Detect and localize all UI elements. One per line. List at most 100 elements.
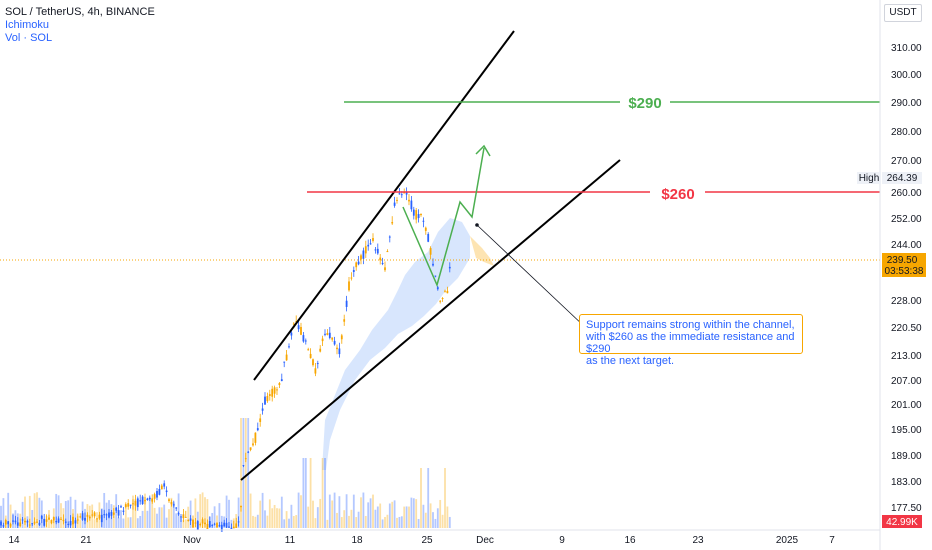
price-tick: 220.50: [891, 323, 922, 334]
symbol-title[interactable]: SOL / TetherUS, 4h, BINANCE: [5, 6, 155, 18]
price-axis-ticks[interactable]: 310.00 300.00 290.00 280.00 270.00 260.00 252.…: [891, 43, 922, 514]
candle-body: [266, 396, 269, 402]
candle-body: [446, 290, 449, 294]
candle-body: [9, 523, 12, 527]
channel-upper-line[interactable]: [253, 30, 515, 381]
candle-body: [316, 363, 319, 365]
volume-bar: [127, 517, 130, 528]
time-axis-ticks[interactable]: 14 21 Nov 11 18 25 Dec 9 16 23 2025 7: [8, 535, 835, 546]
candle-body: [88, 516, 91, 519]
price-tick: 260.00: [891, 188, 922, 199]
candle-body: [252, 443, 254, 446]
time-tick: 9: [559, 535, 565, 546]
candle-body: [439, 300, 442, 302]
ichimoku-indicator[interactable]: Ichimoku: [5, 19, 50, 31]
volume-bar: [216, 515, 218, 528]
candle-body: [108, 512, 110, 518]
candle-body: [62, 519, 65, 522]
volume-bar: [28, 495, 31, 528]
candle-body: [112, 512, 115, 515]
price-tick: 252.00: [891, 214, 922, 225]
volume-bar: [333, 492, 336, 528]
volume-bar: [201, 492, 204, 528]
candle-body: [362, 250, 365, 259]
volume-bar: [7, 492, 10, 528]
time-tick: 23: [692, 535, 704, 546]
volume-bar: [367, 502, 370, 528]
volume-bar: [276, 508, 278, 528]
candle-body: [314, 368, 317, 374]
volume-bar: [405, 506, 408, 528]
candle-body: [448, 266, 451, 269]
last-price-tag: [882, 253, 926, 277]
ichimoku-cloud-future: [470, 236, 494, 266]
candle-body: [50, 520, 53, 524]
volume-bar: [288, 518, 290, 528]
candle-body: [333, 340, 336, 345]
candle-body: [271, 388, 274, 397]
candle-body: [0, 521, 2, 526]
candle-body: [249, 447, 252, 450]
analysis-callout[interactable]: Support remains strong within the channe…: [579, 314, 803, 367]
currency-unit-button[interactable]: USDT: [884, 4, 922, 22]
projection-arrowhead: [475, 144, 491, 157]
high-value: 264.39: [887, 173, 918, 184]
volume-bar: [336, 512, 338, 528]
callout-line-1: Support remains strong within the channe…: [586, 319, 795, 331]
projection-path[interactable]: [402, 147, 485, 288]
time-tick: 7: [829, 535, 835, 546]
bar-countdown: 03:53:38: [885, 266, 924, 277]
last-price-value: 239.50: [887, 255, 918, 266]
candle-body: [201, 519, 204, 524]
volume-bar: [218, 503, 221, 528]
time-tick: 14: [8, 535, 20, 546]
candle-body: [408, 199, 410, 202]
volume-bar: [396, 517, 398, 528]
time-tick: 25: [421, 535, 433, 546]
volume-bar: [74, 499, 77, 528]
candle-body: [220, 524, 223, 532]
callout-anchor-dot: [475, 223, 479, 227]
candle-body: [64, 521, 67, 523]
price-tick: 201.00: [891, 400, 922, 411]
volume-bar: [429, 503, 432, 528]
candle-body: [405, 191, 408, 195]
candle-body: [372, 238, 374, 241]
time-tick: 11: [285, 535, 296, 546]
candle-body: [256, 428, 259, 431]
candle-body: [300, 326, 302, 335]
volume-bar: [206, 499, 209, 528]
chart-legend[interactable]: SOL / TetherUS, 4h, BINANCE Ichimoku Vol…: [5, 6, 155, 45]
candle-body: [84, 517, 86, 521]
price-tick: 270.00: [891, 156, 922, 167]
volume-bar: [328, 494, 331, 528]
ichimoku-cloud: [322, 218, 470, 470]
volume-bar: [403, 506, 406, 528]
volume-bar: [357, 511, 360, 528]
volume-bar: [213, 506, 216, 528]
candle-body: [96, 518, 98, 520]
volume-bar: [388, 503, 391, 528]
volume-bar: [122, 518, 125, 528]
candle-body: [146, 498, 149, 500]
volume-tag: [882, 515, 922, 528]
candle-body: [410, 200, 413, 210]
candle-body: [14, 520, 17, 523]
candle-body: [28, 524, 31, 526]
volume-bar: [120, 510, 122, 528]
candle-body: [321, 338, 324, 342]
volume-indicator[interactable]: Vol · SOL: [5, 32, 53, 44]
candle-body: [153, 494, 156, 499]
volume-bar: [24, 496, 26, 528]
candle-body: [76, 519, 79, 521]
candle-body: [163, 483, 166, 487]
volume-bar: [369, 498, 372, 528]
channel-lower-line[interactable]: [240, 159, 621, 481]
candle-body: [225, 522, 228, 528]
candle-body: [400, 194, 403, 196]
candle-body: [21, 519, 24, 521]
volume-bar: [196, 511, 199, 528]
candle-body: [110, 512, 113, 516]
candle-body: [391, 221, 394, 224]
